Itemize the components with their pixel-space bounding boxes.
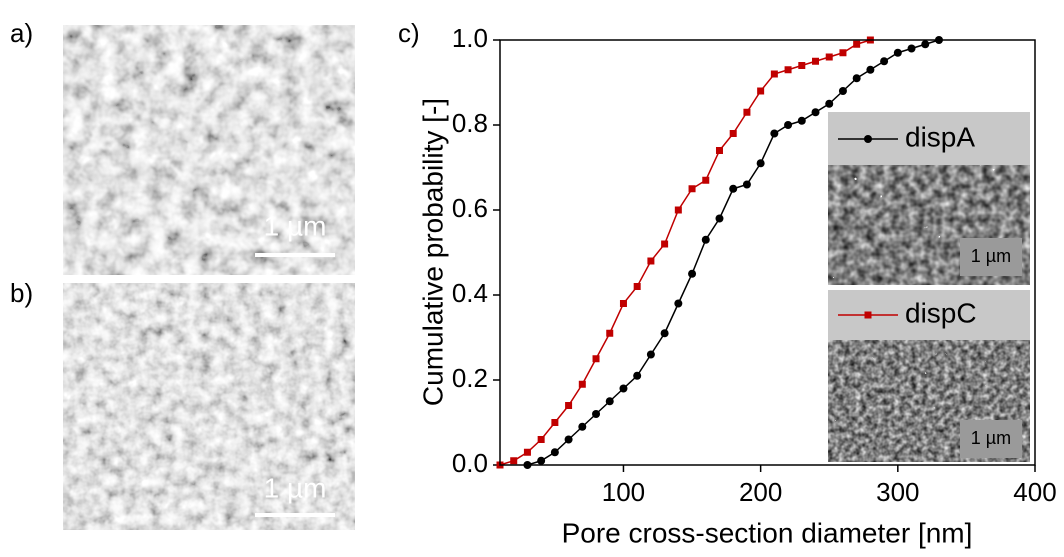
- marker: [701, 235, 710, 244]
- scale-bar-label: 1 µm: [971, 428, 1011, 448]
- marker: [537, 456, 546, 465]
- marker: [797, 116, 806, 125]
- x-tick-label: 100: [602, 477, 645, 507]
- y-axis-label: Cumulative probability [-]: [417, 98, 448, 406]
- marker: [578, 422, 587, 431]
- y-tick-label: 0.6: [452, 193, 488, 223]
- scale-bar-label: 1 µm: [264, 472, 327, 503]
- x-tick-label: 400: [1013, 477, 1056, 507]
- marker: [812, 57, 820, 65]
- scale-box: [960, 238, 1022, 276]
- marker: [661, 240, 669, 248]
- marker: [893, 48, 902, 57]
- marker: [907, 44, 916, 53]
- marker: [784, 66, 792, 74]
- plot: 0.0 0.2 0.4 0.6 0.8 1.0 100 200 300 400: [452, 23, 1057, 507]
- marker: [564, 435, 573, 444]
- y-tick-label: 0.0: [452, 448, 488, 478]
- marker: [853, 40, 861, 48]
- marker: [756, 159, 765, 168]
- panel-label: a): [10, 18, 33, 48]
- marker: [633, 283, 641, 290]
- sem-image: [63, 283, 355, 530]
- marker: [592, 410, 601, 418]
- marker: [606, 329, 614, 337]
- marker: [864, 135, 872, 143]
- marker: [647, 257, 655, 265]
- marker: [743, 108, 751, 116]
- x-tick-label: 300: [876, 477, 919, 507]
- marker: [757, 87, 765, 95]
- marker: [811, 108, 820, 117]
- marker: [770, 129, 779, 138]
- marker: [880, 57, 889, 66]
- y-tick-label: 0.4: [452, 278, 488, 308]
- plot-frame: [499, 39, 1036, 466]
- scale-bar-label: 1 µm: [264, 210, 327, 241]
- marker: [619, 300, 627, 307]
- marker: [551, 419, 559, 426]
- marker: [565, 402, 573, 409]
- marker: [619, 384, 628, 393]
- marker: [852, 74, 861, 83]
- y-tick-label: 0.2: [452, 363, 488, 393]
- legend: dispA dispC: [838, 121, 977, 328]
- scale-box: [960, 420, 1022, 458]
- y-tick-label: 1.0: [452, 23, 488, 53]
- marker: [729, 184, 738, 193]
- x-axis-label: Pore cross-section diameter [nm]: [562, 517, 973, 548]
- marker: [825, 53, 833, 61]
- series-line: [499, 39, 871, 466]
- marker: [688, 185, 696, 193]
- marker: [592, 355, 600, 363]
- marker: [921, 40, 930, 49]
- marker: [646, 350, 655, 359]
- marker: [674, 299, 683, 308]
- marker: [729, 130, 737, 137]
- legend-label: dispA: [905, 121, 975, 152]
- marker: [633, 371, 642, 380]
- marker: [825, 99, 834, 108]
- marker: [715, 214, 724, 223]
- scale-bar-label: 1 µm: [971, 246, 1011, 266]
- marker: [660, 329, 669, 338]
- marker: [742, 180, 751, 189]
- sem-image: [63, 25, 355, 275]
- marker: [798, 62, 806, 69]
- marker: [864, 311, 872, 319]
- marker: [537, 436, 545, 443]
- legend-label: dispC: [905, 297, 977, 328]
- marker: [510, 457, 518, 465]
- panel-label: b): [10, 278, 33, 308]
- marker: [578, 380, 586, 388]
- marker: [839, 49, 847, 57]
- marker: [605, 397, 614, 406]
- marker: [523, 448, 531, 456]
- panel-label: c): [398, 18, 420, 48]
- marker: [784, 121, 793, 129]
- marker: [770, 70, 778, 78]
- marker: [838, 87, 847, 95]
- marker: [688, 269, 697, 278]
- marker: [702, 176, 710, 184]
- marker: [550, 448, 559, 457]
- marker: [674, 206, 682, 214]
- x-tick-label: 200: [739, 477, 782, 507]
- y-tick-label: 0.8: [452, 108, 488, 138]
- marker: [866, 65, 875, 74]
- marker: [715, 147, 723, 154]
